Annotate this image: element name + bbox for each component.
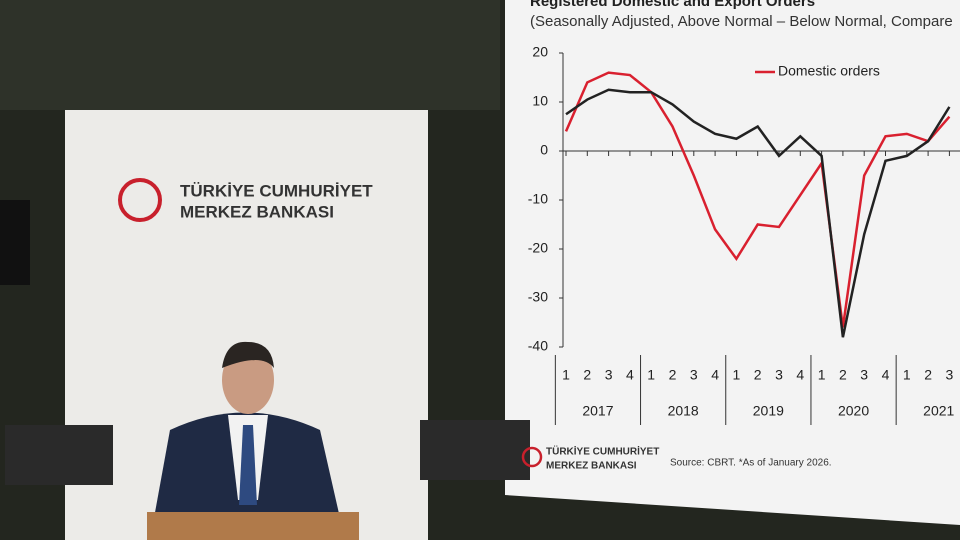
x-tick-label: 1 <box>562 367 570 383</box>
monitor <box>0 200 30 285</box>
x-tick-label: 3 <box>775 367 783 383</box>
screen-logo-mark <box>521 446 543 468</box>
banner-logo-mark <box>118 178 162 222</box>
x-tick-label: 1 <box>733 367 741 383</box>
series-line <box>565 88 951 338</box>
projection-screen <box>505 0 960 525</box>
y-tick-label: 0 <box>540 142 548 158</box>
y-tick-label: -30 <box>528 289 548 305</box>
x-tick-label: 4 <box>796 367 804 383</box>
y-tick-label: -20 <box>528 240 548 256</box>
banner-logo-text: TÜRKİYE CUMHURİYET <box>180 181 373 200</box>
x-tick-label: 1 <box>647 367 655 383</box>
x-tick-label: 1 <box>903 367 911 383</box>
curtain <box>0 0 500 110</box>
screen-logo-text: MERKEZ BANKASI <box>546 461 637 472</box>
x-tick-label: 2 <box>839 367 847 383</box>
x-tick-label: 1 <box>818 367 826 383</box>
x-tick-label: 2 <box>754 367 762 383</box>
y-tick-label: 10 <box>532 93 548 109</box>
year-label: 2017 <box>582 403 613 419</box>
y-tick-label: -40 <box>528 338 548 354</box>
legend-label: Domestic orders <box>778 63 880 79</box>
speaker-tie <box>239 425 257 505</box>
x-tick-label: 3 <box>946 367 954 383</box>
x-tick-label: 3 <box>605 367 613 383</box>
screen-logo-text: TÜRKİYE CUMHURİYET <box>546 445 659 458</box>
x-tick-label: 4 <box>711 367 719 383</box>
music-stand <box>5 425 113 485</box>
x-tick-label: 4 <box>626 367 634 383</box>
year-label: 2020 <box>838 403 869 419</box>
year-label: 2021 <box>923 403 954 419</box>
x-tick-label: 3 <box>860 367 868 383</box>
year-label: 2019 <box>753 403 784 419</box>
x-tick-label: 4 <box>882 367 890 383</box>
speaker-hair <box>222 341 274 368</box>
podium <box>147 512 359 540</box>
chart-title: Registered Domestic and Export Orders <box>530 0 815 10</box>
music-stand <box>420 420 530 480</box>
chart-subtitle: (Seasonally Adjusted, Above Normal – Bel… <box>530 13 953 30</box>
x-tick-label: 2 <box>583 367 591 383</box>
chart-source: Source: CBRT. *As of January 2026. <box>670 458 832 469</box>
x-tick-label: 2 <box>669 367 677 383</box>
y-tick-label: 20 <box>532 44 548 60</box>
series-line <box>564 71 951 328</box>
banner-logo-text: MERKEZ BANKASI <box>180 202 334 221</box>
x-tick-label: 3 <box>690 367 698 383</box>
x-tick-label: 2 <box>924 367 932 383</box>
y-tick-label: -10 <box>528 191 548 207</box>
year-label: 2018 <box>668 403 699 419</box>
